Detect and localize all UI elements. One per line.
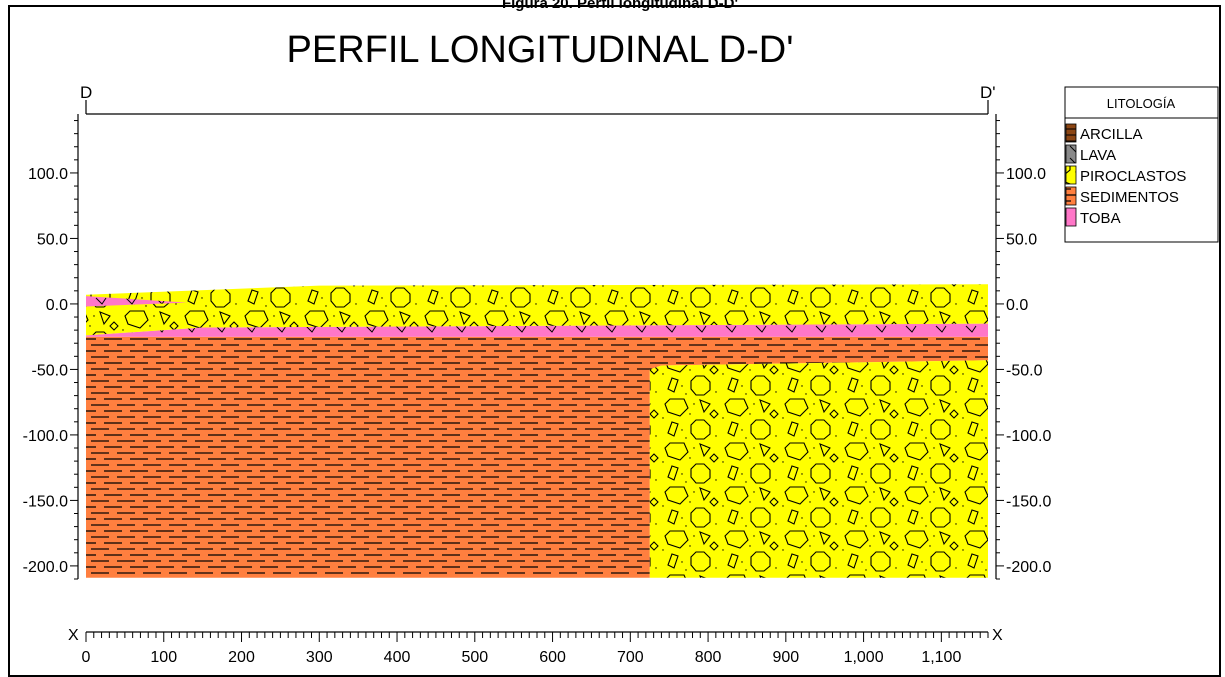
legend: LITOLOGÍA ARCILLA LAVA PIROCLASTOS SEDIMENT… <box>1064 86 1219 243</box>
y-left-label: 100.0 <box>28 166 68 183</box>
cut-caption: Figura 20. Perfil longitudinal D-D' <box>501 0 739 11</box>
x-axis-label: 900 <box>772 649 799 666</box>
x-axis-label: 1,000 <box>844 649 884 666</box>
y-left-label: -150.0 <box>23 493 68 510</box>
legend-swatch-lava <box>1065 144 1077 164</box>
legend-swatch-piroclastos <box>1065 165 1077 185</box>
y-right-label: -200.0 <box>1006 559 1051 576</box>
layer-piroclastos-1 <box>649 360 988 578</box>
legend-label-piroclastos: PIROCLASTOS <box>1080 168 1186 185</box>
y-left-label: 0.0 <box>46 297 68 314</box>
x-axis-label: 200 <box>228 649 255 666</box>
profile-title: PERFIL LONGITUDINAL D-D' <box>287 29 794 71</box>
y-right-label: 0.0 <box>1006 297 1028 314</box>
strata-layers <box>86 284 988 578</box>
y-axis-left: 100.0 50.0 0.0 -50.0 -100.0 -150.0 -200.0 <box>23 114 79 580</box>
legend-label-lava: LAVA <box>1080 147 1116 164</box>
y-left-label: -200.0 <box>23 559 68 576</box>
x-axis-marker-left: X <box>68 627 79 644</box>
x-axis-label: 100 <box>150 649 177 666</box>
x-axis: X X 0 100 200 300 400 500 600 700 800 900 1,000 1,1… <box>68 627 1003 666</box>
x-axis-label: 600 <box>539 649 566 666</box>
y-axis-right: 100.0 50.0 0.0 -50.0 -100.0 -150.0 -200.0 <box>995 114 1051 580</box>
legend-label-toba: TOBA <box>1080 210 1121 227</box>
y-right-label: -150.0 <box>1006 493 1051 510</box>
y-right-label: -100.0 <box>1006 428 1051 445</box>
x-axis-label: 1,100 <box>921 649 961 666</box>
layer-toba-4 <box>86 296 188 307</box>
legend-swatch-sedimentos <box>1065 186 1077 206</box>
x-axis-label: 700 <box>617 649 644 666</box>
y-left-label: -100.0 <box>23 428 68 445</box>
y-left-label: 50.0 <box>37 231 68 248</box>
x-axis-label: 800 <box>695 649 722 666</box>
y-right-label: 100.0 <box>1006 166 1046 183</box>
y-left-label: -50.0 <box>32 362 69 379</box>
legend-label-arcilla: ARCILLA <box>1080 126 1143 143</box>
layer-piroclastos-3 <box>86 284 988 336</box>
x-axis-label: 0 <box>82 649 91 666</box>
y-right-label: -50.0 <box>1006 362 1043 379</box>
section-ruler: D D' <box>80 83 996 115</box>
x-axis-label: 500 <box>461 649 488 666</box>
legend-swatch-toba <box>1065 207 1077 227</box>
x-axis-label: 400 <box>384 649 411 666</box>
legend-label-sedimentos: SEDIMENTOS <box>1080 189 1179 206</box>
layer-sedimentos-0 <box>86 336 988 578</box>
layer-toba-2 <box>86 323 988 337</box>
legend-title: LITOLOGÍA <box>1107 96 1176 111</box>
end-label: D' <box>980 83 996 102</box>
start-label: D <box>80 83 92 102</box>
x-axis-marker-right: X <box>992 627 1003 644</box>
legend-swatch-arcilla <box>1065 123 1077 143</box>
x-axis-label: 300 <box>306 649 333 666</box>
y-right-label: 50.0 <box>1006 231 1037 248</box>
